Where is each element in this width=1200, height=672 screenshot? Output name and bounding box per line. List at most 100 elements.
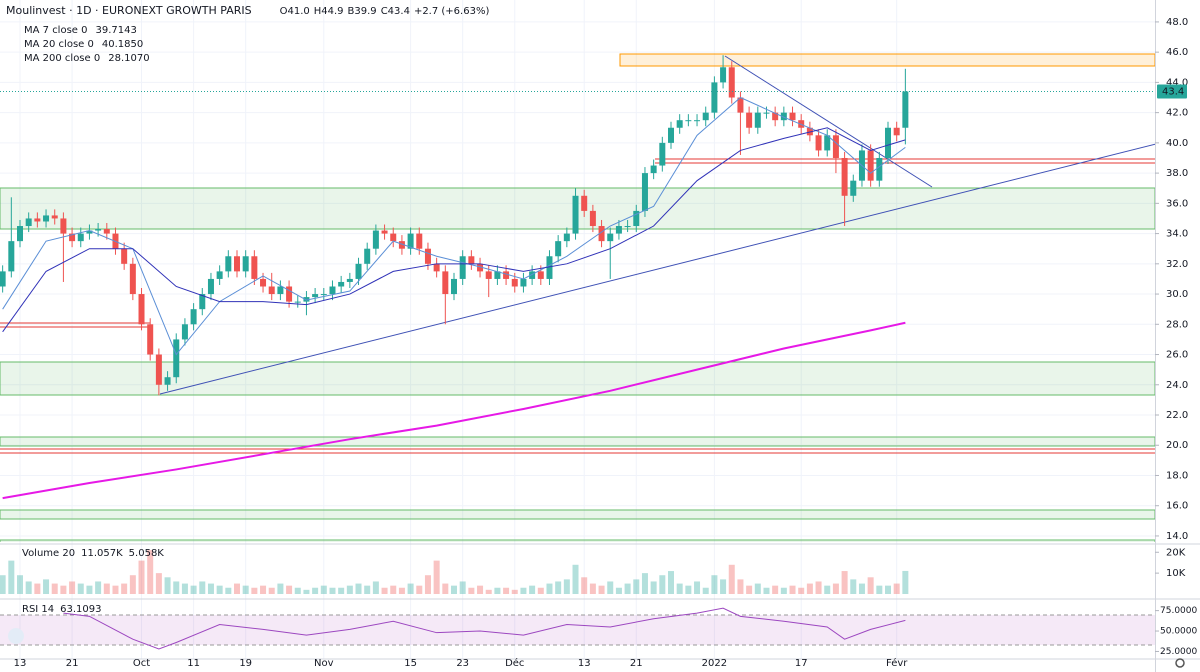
volume-bar <box>86 585 93 594</box>
settings-button[interactable] <box>1175 658 1185 668</box>
candle-body <box>268 286 275 295</box>
volume-pane <box>0 550 909 594</box>
candle-body <box>832 135 839 158</box>
volume-bar <box>832 583 839 594</box>
x-tick-label: 2022 <box>702 658 727 669</box>
y-tick-label: 34.0 <box>1166 229 1188 240</box>
volume-bar <box>416 585 423 594</box>
last-price-label: 43.4 <box>1162 86 1184 97</box>
volume-bar <box>858 583 865 594</box>
candle-body <box>563 233 570 242</box>
volume-bar <box>407 583 414 594</box>
volume-bar <box>477 585 484 594</box>
candle-body <box>711 82 718 113</box>
chart-title: Moulinvest · 1D · EURONEXT GROWTH PARIS <box>6 4 252 17</box>
candle-body <box>650 165 657 174</box>
volume-bar <box>234 583 240 594</box>
candle-body <box>129 263 136 295</box>
volume-bar <box>303 589 310 594</box>
volume-bar <box>494 587 501 594</box>
candle-body <box>277 286 284 295</box>
moving-average <box>2 127 906 333</box>
candle-body <box>459 256 466 279</box>
x-tick-label: Févr <box>886 657 908 669</box>
y-tick-label: 46.0 <box>1166 47 1188 58</box>
candle-body <box>737 97 744 113</box>
candle-body <box>8 241 15 272</box>
ohlc-legend: H44.9 <box>314 6 344 17</box>
volume-bar <box>624 583 631 594</box>
moving-average <box>2 96 906 356</box>
volume-bar <box>581 577 588 594</box>
volume-bar <box>112 585 119 594</box>
legend-value: 40.1850 <box>102 39 143 50</box>
volume-bar <box>607 581 614 594</box>
candle-body <box>529 271 536 279</box>
volume-bar <box>294 587 301 594</box>
ohlc-legend: B39.9 <box>348 6 377 17</box>
candle-body <box>694 120 701 122</box>
volume-bar <box>424 575 431 594</box>
candle-body <box>416 233 423 249</box>
volume-bar <box>702 587 709 594</box>
candle-body <box>720 67 727 83</box>
candle-body <box>824 135 831 151</box>
volume-bar <box>789 585 796 594</box>
candle-body <box>659 142 666 166</box>
y-tick-label: 24.0 <box>1166 380 1188 391</box>
candle-body <box>746 112 753 128</box>
candle-body <box>685 120 692 122</box>
volume-bar <box>147 550 154 594</box>
candle-body <box>312 294 319 298</box>
y-tick-label: 36.0 <box>1166 198 1188 209</box>
candle-body <box>615 226 622 234</box>
candle-body <box>69 233 76 242</box>
support-zone <box>0 361 1155 396</box>
volume-bar <box>129 575 136 594</box>
volume-bar <box>806 583 813 594</box>
candle-body <box>164 377 171 385</box>
candle-body <box>294 301 301 303</box>
y-tick-label: 42.0 <box>1166 108 1188 119</box>
volume-bar <box>338 587 345 594</box>
volume-bar <box>815 581 822 594</box>
candle-body <box>242 256 249 272</box>
volume-bar <box>242 585 249 594</box>
volume-bar <box>260 585 267 594</box>
candle-body <box>86 230 93 234</box>
candle-body <box>442 271 449 295</box>
candle-body <box>355 263 362 279</box>
legend-value: 5.058K <box>129 548 165 559</box>
x-tick-label: 11 <box>187 658 200 669</box>
candle-body <box>520 278 527 287</box>
volume-bar <box>876 585 883 594</box>
x-tick-label: 21 <box>630 658 643 669</box>
candle-body <box>95 229 102 231</box>
candle-body <box>468 256 475 264</box>
legend-value: 39.7143 <box>96 25 137 36</box>
candle-body <box>329 286 336 295</box>
y-tick-label: 26.0 <box>1166 350 1188 361</box>
candle-body <box>494 271 501 279</box>
candle-body <box>451 278 457 295</box>
volume-bar <box>43 579 50 594</box>
volume-bar <box>442 583 449 594</box>
rsi-band <box>0 615 1155 645</box>
candle-body <box>424 248 431 264</box>
volume-bar <box>138 560 145 594</box>
x-tick-label: 17 <box>795 658 808 669</box>
volume-bar <box>51 583 58 594</box>
candle-body <box>346 278 353 282</box>
volume-bar <box>824 585 831 594</box>
candle-body <box>147 324 154 355</box>
rsi-pane <box>0 607 1155 650</box>
volume-bar <box>641 573 648 594</box>
candle-body <box>364 248 371 264</box>
candle-body <box>511 278 518 287</box>
candle-body <box>103 229 110 234</box>
volume-bar <box>563 579 570 594</box>
volume-bar <box>546 583 553 594</box>
candle-body <box>60 218 67 234</box>
volume-bar <box>798 587 805 594</box>
